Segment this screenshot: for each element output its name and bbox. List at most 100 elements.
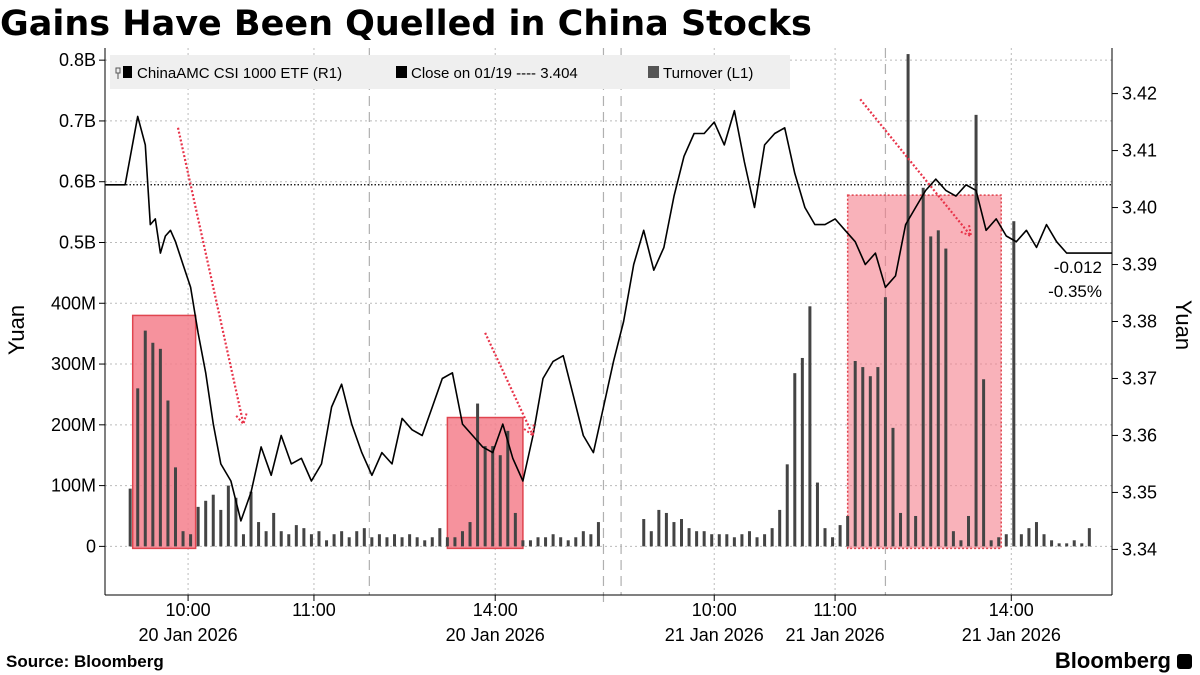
x-tick-date: 21 Jan 2026 xyxy=(665,625,764,645)
turnover-bar xyxy=(559,537,563,547)
turnover-bar xyxy=(1034,522,1038,547)
turnover-bar xyxy=(551,534,555,547)
turnover-bar xyxy=(974,114,978,547)
turnover-bar xyxy=(838,525,842,547)
gridlines xyxy=(105,48,1112,595)
left-tick-label: 300M xyxy=(51,354,96,374)
legend-item-turnover: Turnover (L1) xyxy=(663,65,753,82)
turnover-bar xyxy=(136,388,140,547)
turnover-bar xyxy=(498,455,502,547)
turnover-bar xyxy=(143,330,147,547)
trend-arrow xyxy=(859,98,972,237)
legend-bar-swatch-icon xyxy=(648,66,659,78)
turnover-bar xyxy=(846,515,850,547)
turnover-bar xyxy=(649,531,653,547)
turnover-bar xyxy=(589,534,593,547)
turnover-bar xyxy=(1004,534,1008,547)
left-axis-ticks: 0 100M 200M 300M 400M 0.5B 0.6B 0.7B 0.8B xyxy=(51,50,105,556)
turnover-bar xyxy=(574,537,578,547)
turnover-bar xyxy=(279,531,283,547)
turnover-bar xyxy=(506,430,510,547)
right-tick-label: 3.35 xyxy=(1122,482,1157,502)
turnover-bar xyxy=(521,540,525,547)
left-tick-label: 0.6B xyxy=(59,172,96,192)
change-percent: -0.35% xyxy=(1048,282,1102,301)
trend-arrow xyxy=(484,332,534,436)
right-tick-label: 3.38 xyxy=(1122,312,1157,332)
turnover-bar xyxy=(128,488,132,547)
highlight-box xyxy=(131,314,197,550)
turnover-bar xyxy=(166,400,170,547)
turnover-bar xyxy=(423,540,427,547)
turnover-bar xyxy=(528,540,532,547)
turnover-bar xyxy=(415,537,419,547)
left-tick-label: 200M xyxy=(51,415,96,435)
turnover-bar xyxy=(377,534,381,547)
turnover-bar xyxy=(445,537,449,547)
turnover-bar xyxy=(1027,528,1031,547)
right-tick-label: 3.37 xyxy=(1122,368,1157,388)
turnover-bar xyxy=(1072,540,1076,547)
x-tick-time: 14:00 xyxy=(989,600,1034,620)
turnover-bar xyxy=(257,522,261,547)
turnover-bar xyxy=(430,537,434,547)
turnover-bar xyxy=(702,531,706,547)
turnover-bar xyxy=(460,531,464,547)
turnover-bar xyxy=(476,403,480,547)
turnover-bar xyxy=(272,512,276,547)
x-tick-time: 10:00 xyxy=(166,600,211,620)
source-note: Source: Bloomberg xyxy=(6,652,164,671)
turnover-bar xyxy=(876,367,880,547)
turnover-bar xyxy=(1065,543,1069,547)
turnover-bar xyxy=(740,534,744,547)
turnover-bar xyxy=(793,373,797,547)
legend-square-swatch-icon xyxy=(396,66,407,78)
left-tick-label: 100M xyxy=(51,476,96,496)
turnover-bar xyxy=(173,467,177,547)
price-line xyxy=(105,109,1112,522)
turnover-bar xyxy=(1057,543,1061,547)
x-tick-date: 20 Jan 2026 xyxy=(139,625,238,645)
chart-title: Gains Have Been Quelled in China Stocks xyxy=(0,4,812,44)
turnover-bar xyxy=(967,515,971,547)
turnover-bar xyxy=(914,515,918,547)
turnover-bar xyxy=(181,531,185,547)
left-tick-label: 0.7B xyxy=(59,111,96,131)
turnover-bar xyxy=(536,537,540,547)
legend: ChinaAMC CSI 1000 ETF (R1) Close on 01/19… xyxy=(110,55,790,89)
bloomberg-terminal-icon xyxy=(1177,653,1192,669)
turnover-bar xyxy=(151,342,155,547)
trend-arrow-head xyxy=(523,424,535,438)
turnover-bar xyxy=(853,361,857,547)
turnover-bar xyxy=(763,534,767,547)
legend-item-close: Close on 01/19 ---- 3.404 xyxy=(411,65,578,82)
brand-logo: Bloomberg xyxy=(1055,648,1192,674)
turnover-bar xyxy=(294,525,298,547)
turnover-bar xyxy=(347,537,351,547)
turnover-bar xyxy=(936,230,940,547)
turnover-bar xyxy=(1050,540,1054,547)
right-tick-label: 3.41 xyxy=(1122,141,1157,161)
turnover-bar xyxy=(921,187,925,547)
turnover-bar xyxy=(778,509,782,547)
left-tick-label: 0 xyxy=(86,536,96,556)
turnover-bar xyxy=(491,446,495,547)
turnover-bar xyxy=(929,236,933,547)
turnover-bar xyxy=(687,528,691,547)
x-tick-time: 11:00 xyxy=(813,600,857,620)
turnover-bar xyxy=(800,357,804,547)
left-tick-label: 0.5B xyxy=(59,232,96,252)
change-value: -0.012 xyxy=(1054,258,1102,277)
turnover-bar xyxy=(997,537,1001,547)
turnover-bar xyxy=(332,534,336,547)
right-axis-ticks: 3.34 3.35 3.36 3.37 3.38 3.39 3.40 3.41 3.42 xyxy=(1112,84,1157,559)
turnover-bar xyxy=(264,531,268,547)
x-tick-time: 14:00 xyxy=(473,600,518,620)
turnover-bar xyxy=(249,491,253,547)
x-tick-date: 20 Jan 2026 xyxy=(446,625,545,645)
x-tick-date: 21 Jan 2026 xyxy=(786,625,885,645)
turnover-bar xyxy=(408,534,412,547)
right-tick-label: 3.40 xyxy=(1122,198,1157,218)
turnover-bar xyxy=(1087,528,1091,547)
turnover-bar xyxy=(234,497,238,547)
